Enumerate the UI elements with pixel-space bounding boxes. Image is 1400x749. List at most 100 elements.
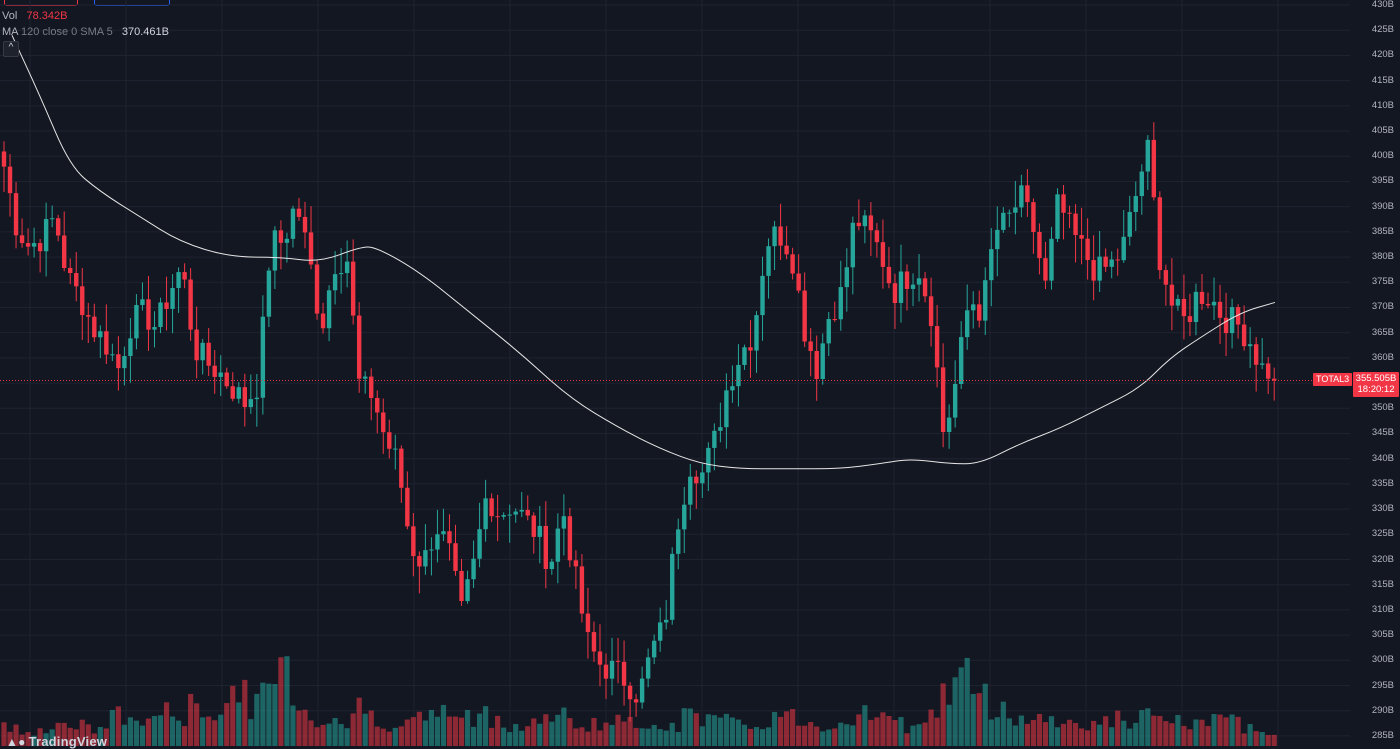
candle-body [1085, 238, 1090, 261]
candle-body [435, 534, 440, 550]
volume-bar [958, 667, 964, 746]
candle-body [266, 270, 272, 317]
candle-body [965, 310, 970, 338]
candle-body [140, 299, 145, 306]
candle-body [730, 386, 735, 391]
volume-bar [115, 706, 121, 746]
volume-bar [194, 703, 200, 746]
volume-bar [398, 726, 404, 746]
price-tick-label: 360B [1371, 351, 1394, 363]
volume-bar [753, 727, 760, 746]
volume-bar [1127, 728, 1133, 746]
volume-bar [1085, 730, 1091, 746]
volume-bar [1187, 729, 1193, 746]
candle-body [447, 531, 452, 544]
volume-bar [434, 716, 441, 746]
volume-bar [7, 731, 13, 746]
candle-body [49, 218, 55, 220]
volume-bar [79, 719, 85, 746]
candle-body [1, 151, 7, 167]
volume-bar [85, 724, 91, 746]
volume-bar [338, 724, 344, 746]
ma-legend-label: MA [2, 26, 18, 38]
price-axis[interactable]: 430B 425B 420B 415B 410B 405B 400B 395B 390B 385B… [1350, 0, 1400, 746]
candle-body [1073, 213, 1078, 236]
candle-body [880, 242, 886, 267]
candle-body [958, 337, 964, 385]
candle-body [1115, 259, 1120, 261]
volume-bar [1205, 726, 1211, 746]
volume-bar [1115, 710, 1121, 746]
price-tick-label: 395B [1371, 175, 1394, 187]
volume-bar [1121, 720, 1127, 746]
candle-body [651, 640, 657, 658]
candle-body [230, 386, 235, 399]
candle-body [561, 516, 567, 529]
volume-bar [188, 693, 194, 746]
volume-bar [483, 706, 489, 746]
volume-bar [1157, 716, 1163, 746]
tradingview-brand[interactable]: ▲● TradingView [6, 734, 107, 749]
volume-bar [627, 716, 633, 746]
candle-body [254, 397, 260, 400]
price-tick-label: 320B [1371, 553, 1394, 565]
candle-body [248, 399, 254, 408]
candle-body [1037, 231, 1042, 259]
candle-body [928, 296, 934, 327]
volume-bar [699, 726, 705, 746]
price-tick-label: 350B [1371, 402, 1394, 414]
volume-bar [302, 709, 308, 746]
volume-bar [777, 716, 784, 746]
candle-body [489, 498, 494, 517]
candle-body [405, 487, 410, 527]
volume-bar [1133, 722, 1139, 746]
volume-bar [904, 733, 910, 746]
volume-bar [838, 722, 844, 746]
grid-lines [0, 0, 1350, 746]
collapse-legend-button[interactable]: ^ [3, 41, 19, 57]
price-tick-label: 300B [1371, 654, 1394, 666]
brand-name: TradingView [28, 734, 108, 749]
candle-body [134, 305, 139, 339]
candle-body [1187, 316, 1193, 323]
volume-bar [591, 717, 597, 746]
volume-bar [55, 722, 61, 746]
candle-body [62, 235, 67, 268]
volume-bar [320, 724, 326, 746]
volume-bar [248, 719, 254, 746]
candle-body [1055, 194, 1060, 239]
volume-bar [940, 683, 946, 746]
price-tick-label: 305B [1371, 629, 1394, 641]
volume-bar [266, 683, 272, 746]
volume-bar [916, 724, 922, 746]
price-tick-label: 390B [1371, 200, 1394, 212]
candle-body [1223, 317, 1229, 334]
volume-bar [278, 657, 284, 746]
candle-body [886, 266, 892, 284]
volume-bar [639, 728, 645, 746]
volume-bar [886, 715, 892, 746]
candle-body [1211, 301, 1217, 306]
candle-body [591, 632, 597, 652]
volume-bar [206, 716, 212, 746]
candle-body [1175, 298, 1181, 306]
candle-body [940, 367, 946, 432]
volume-bar [771, 711, 778, 746]
ma-line [11, 35, 1276, 470]
volume-bar [741, 724, 748, 746]
volume-bar [1211, 714, 1217, 746]
price-tick-label: 400B [1371, 150, 1394, 162]
volume-bar [1024, 723, 1030, 746]
candle-body [754, 315, 759, 351]
candle-body [934, 326, 940, 368]
candle-body [441, 531, 446, 535]
candle-body [399, 448, 404, 488]
volume-bar [49, 729, 55, 746]
volume-bar [681, 708, 687, 746]
volume-bar [464, 710, 471, 746]
candle-body [862, 215, 868, 227]
candle-body [224, 372, 229, 387]
candle-body [116, 354, 121, 369]
volume-bar [705, 714, 711, 746]
